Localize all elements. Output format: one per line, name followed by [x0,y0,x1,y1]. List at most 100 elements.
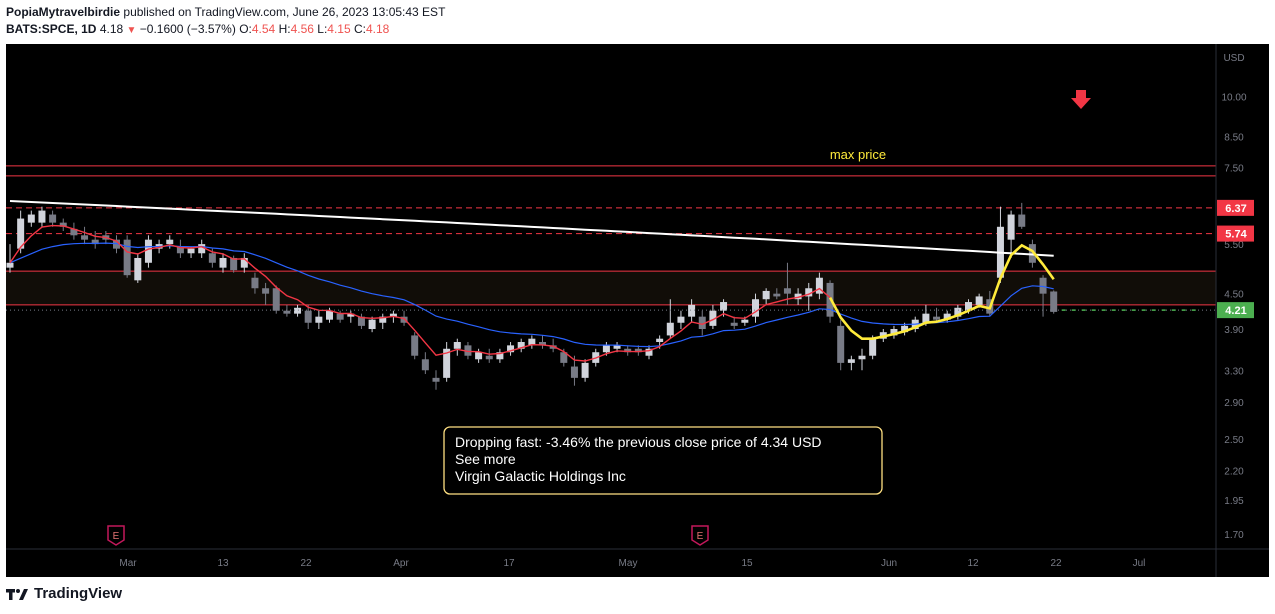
candle [762,290,770,300]
candle [720,302,728,311]
candle [602,345,610,353]
candle [688,304,696,317]
callout-box [443,426,883,495]
y-tick-label: 2.90 [1224,398,1244,409]
candle [421,359,429,371]
candle [1050,291,1058,312]
candle [890,329,898,336]
candle [549,345,557,349]
ma-long-line [9,200,1054,257]
candle [368,319,376,330]
candle [730,322,738,326]
candle [336,313,344,320]
x-tick-label: 17 [503,558,515,569]
chart-area[interactable]: max price Dropping fast: -3.46% the previ… [6,44,1269,577]
price-chart[interactable]: max price Dropping fast: -3.46% the previ… [6,44,1269,577]
x-tick-label: Jun [881,558,897,569]
y-tick-label: 4.50 [1224,290,1244,301]
x-tick-label: 12 [967,558,979,569]
candle [1018,214,1026,227]
candle [496,352,504,360]
candle [411,335,419,356]
candle [954,307,962,317]
candle [453,342,461,349]
y-tick-label: 5.50 [1224,240,1244,251]
candle [49,214,57,223]
candle [134,257,142,281]
candle [304,310,312,323]
open-value: 4.54 [251,22,276,36]
candle [357,316,365,326]
candle [144,239,152,263]
earnings-marker-0: E [107,525,125,546]
y-tick-label: 2.50 [1224,435,1244,446]
y-tick-label: 3.90 [1224,325,1244,336]
x-tick-label: 22 [300,558,312,569]
candle [570,366,578,378]
candle [38,210,46,223]
candle [91,239,99,245]
publisher-name: PopiaMytravelbirdie [6,5,121,19]
publish-meta: published on TradingView.com, June 26, 2… [123,5,446,19]
tradingview-logo-icon [6,588,28,600]
candle [432,377,440,382]
price-tag-label: 4.21 [1225,305,1246,317]
publish-info: PopiaMytravelbirdie published on Trading… [6,5,445,19]
axis-unit-label: USD [1223,53,1244,64]
candle [464,345,472,356]
candle [645,348,653,356]
candle [794,293,802,300]
candle [805,288,813,297]
tradingview-branding: TradingView [6,585,122,602]
candle [869,338,877,356]
y-tick-label: 7.50 [1224,164,1244,175]
price-tag-label: 6.37 [1225,203,1246,215]
candle [208,253,216,263]
candle [485,355,493,360]
callout-line-1: Dropping fast: -3.46% the previous close… [455,434,822,450]
earnings-label: E [113,531,120,542]
candle [528,338,536,346]
candle [389,313,397,317]
price-tag-1 [1217,225,1254,242]
x-tick-label: Apr [393,558,409,569]
candle [933,316,941,320]
x-tick-label: 13 [217,558,229,569]
candle [17,218,25,249]
earnings-badge [107,525,125,546]
high-value: 4.56 [290,22,314,36]
y-tick-label: 8.50 [1224,133,1244,144]
x-tick-label: Mar [119,558,137,569]
candle [624,348,632,353]
candle [613,345,621,349]
x-tick-label: 15 [741,558,753,569]
candle [517,342,525,349]
candle [198,244,206,254]
candle [187,248,195,254]
candle [283,310,291,314]
x-tick-label: May [619,558,638,569]
candle [698,316,706,330]
candle [1007,214,1015,240]
y-tick-label: 1.95 [1224,496,1244,507]
candle [315,316,323,323]
y-tick-label: 1.70 [1224,530,1244,541]
candle [123,239,131,276]
candle [741,319,749,323]
symbol-legend: BATS:SPCE, 1D 4.18 ▼ −0.1600 (−3.57%) O:… [6,22,389,36]
candle [70,228,78,236]
y-tick-label: 10.00 [1221,93,1246,104]
down-arrow-icon [1071,90,1091,109]
candle [901,325,909,333]
x-tick-label: 22 [1050,558,1062,569]
candle [443,348,451,378]
earnings-badge [691,525,709,546]
callout-line-3: Virgin Galactic Holdings Inc [455,468,626,484]
candle [965,302,972,311]
candle [752,299,759,317]
max-price-label: max price [830,147,886,162]
candle [837,325,845,363]
candle [539,342,546,346]
candle [656,338,664,343]
candle [975,296,983,305]
